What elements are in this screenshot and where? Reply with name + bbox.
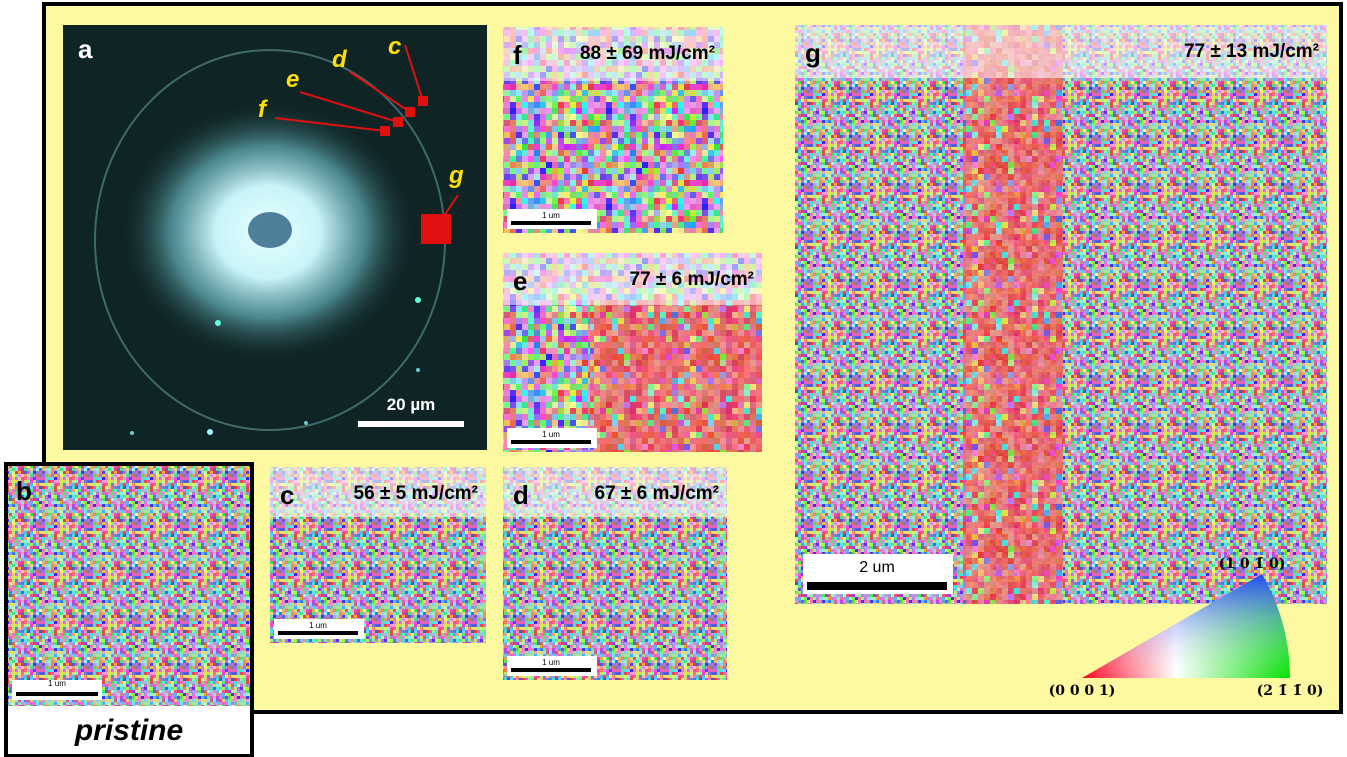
fluence-label: 67 ± 6 mJ/cm² [595,483,720,504]
scale-bar-label: 2 um [859,559,895,576]
scale-bar [511,440,591,444]
panel-label: d [513,480,529,510]
panel-e: e 77 ± 6 mJ/cm² 1 um [503,253,762,452]
marker-label: g [448,162,464,189]
panel-label: c [280,480,294,510]
panel-label: a [78,34,93,64]
legend-label: (0 0 0 1) [1049,683,1116,699]
marker-label: d [332,46,348,73]
fluence-label: 56 ± 5 mJ/cm² [354,483,479,504]
scale-bar-label: 1 um [48,679,66,688]
panel-label: e [513,266,527,296]
ebsd-map-red-region [963,25,1063,604]
panel-label: g [805,38,821,68]
scale-bar-label: 1 um [542,658,560,667]
fluence-label: 77 ± 13 mJ/cm² [1184,41,1319,62]
panel-f: f 88 ± 69 mJ/cm² 1 um [503,27,723,233]
scale-bar-label: 1 um [542,211,560,220]
scale-bar [511,221,591,225]
panel-g: g 77 ± 13 mJ/cm² 2 um [795,25,1327,604]
figure: a c d e f g 20 µm b 1 um pristine f 88 ± … [0,0,1347,757]
marker-label: e [286,66,299,93]
marker-label: c [388,33,401,60]
scale-bar-label: 1 um [542,430,560,439]
panel-c: c 56 ± 5 mJ/cm² 1 um [270,467,486,643]
panel-label: b [16,476,32,506]
panel-b: b 1 um pristine [6,464,252,756]
scale-bar [807,582,947,590]
scale-bar-label: 20 µm [387,395,436,414]
panel-a: a c d e f g 20 µm [63,25,487,450]
fluence-label: 88 ± 69 mJ/cm² [580,43,715,64]
panel-label: f [513,40,522,70]
ebsd-map [8,466,250,706]
scale-bar [278,631,358,635]
scale-bar-label: 1 um [309,621,327,630]
panel-d: d 67 ± 6 mJ/cm² 1 um [503,467,727,680]
fluence-label: 77 ± 6 mJ/cm² [630,269,755,290]
scale-bar [511,668,591,672]
caption: pristine [74,714,183,747]
legend-label: (1 0 1̄ 0) [1219,556,1286,572]
ebsd-map-red-region [590,300,762,452]
legend-label: (2 1̄ 1̄ 0) [1257,683,1324,699]
